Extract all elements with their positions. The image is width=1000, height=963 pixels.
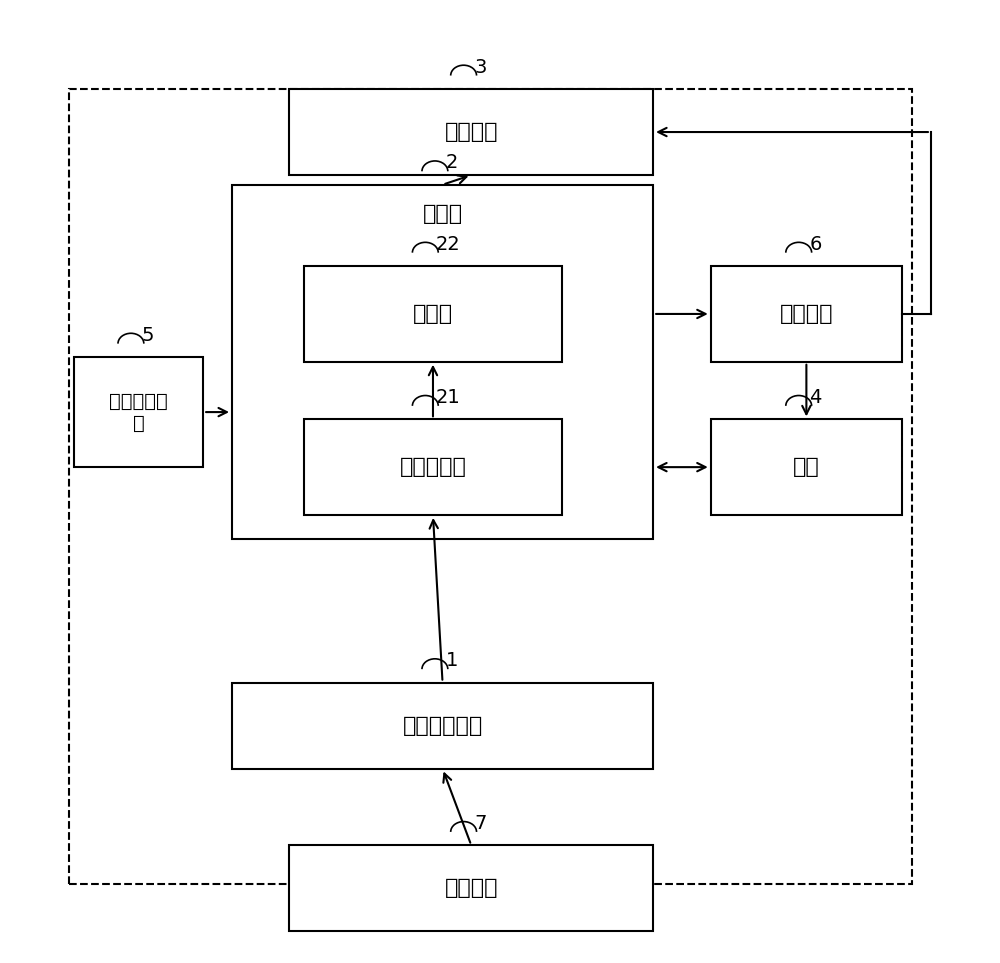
Text: 服务器: 服务器 <box>422 204 463 223</box>
Text: 22: 22 <box>436 235 461 253</box>
Text: 电源模块: 电源模块 <box>445 878 498 898</box>
Text: 报警模块: 报警模块 <box>780 304 833 324</box>
Bar <box>69 89 912 884</box>
Text: 5: 5 <box>141 325 154 345</box>
Text: 终端: 终端 <box>793 457 820 477</box>
Text: 电流采集模
块: 电流采集模 块 <box>109 392 168 432</box>
Text: 21: 21 <box>436 388 461 406</box>
Bar <box>232 185 653 539</box>
Text: 2: 2 <box>445 153 458 172</box>
Bar <box>289 846 653 931</box>
Text: 6: 6 <box>809 235 822 253</box>
Text: 电子看板: 电子看板 <box>445 122 498 142</box>
Bar <box>304 419 562 515</box>
Text: 信息采集模块: 信息采集模块 <box>402 716 483 736</box>
Text: 存储器: 存储器 <box>413 304 453 324</box>
Bar <box>711 266 902 362</box>
Text: 3: 3 <box>474 58 487 76</box>
Text: 4: 4 <box>809 388 822 406</box>
Bar <box>304 266 562 362</box>
Bar <box>74 357 203 467</box>
Bar <box>232 683 653 768</box>
Text: 数据处理器: 数据处理器 <box>400 457 466 477</box>
Text: 1: 1 <box>445 651 458 670</box>
Text: 7: 7 <box>474 814 487 833</box>
Bar <box>289 89 653 175</box>
Bar <box>711 419 902 515</box>
